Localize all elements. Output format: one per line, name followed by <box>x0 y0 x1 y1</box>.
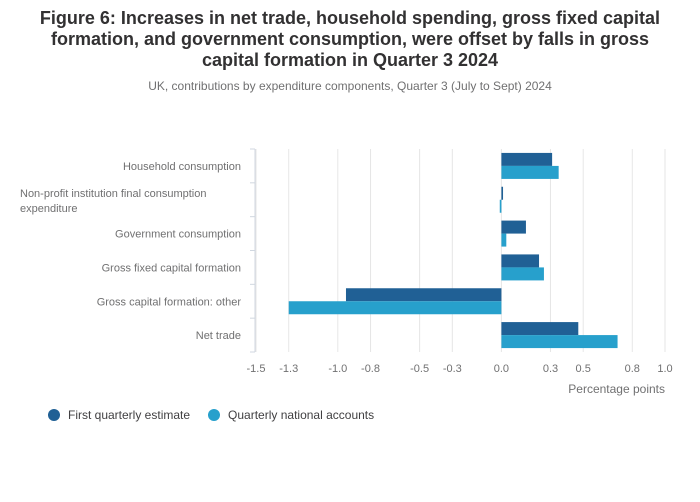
bar-first-estimate <box>501 152 553 166</box>
chart-subtitle: UK, contributions by expenditure compone… <box>148 79 552 93</box>
legend-label-quarterly-accounts: Quarterly national accounts <box>228 408 375 422</box>
category-label: Non-profit institution final consumption… <box>20 188 206 215</box>
bar-chart: Household consumption Non-profit institut… <box>20 148 673 396</box>
x-tick-label: -1.0 <box>328 363 347 375</box>
category-label: Gross fixed capital formation <box>102 262 241 274</box>
x-tick-label: -0.8 <box>361 363 380 375</box>
bar-first-estimate <box>501 254 540 268</box>
x-tick-label: 0.5 <box>576 363 591 375</box>
legend-swatch-first-estimate <box>48 409 60 421</box>
x-tick-label: -1.3 <box>279 363 298 375</box>
x-axis-title: Percentage points <box>568 382 665 396</box>
bar-first-estimate <box>345 288 502 302</box>
bar-first-estimate <box>501 186 504 200</box>
category-label: Net trade <box>196 330 241 342</box>
legend-item-first-estimate[interactable]: First quarterly estimate <box>48 408 190 422</box>
x-tick-label: -0.5 <box>410 363 429 375</box>
bar-quarterly-accounts <box>501 233 507 247</box>
category-label: Household consumption <box>123 161 241 173</box>
legend-swatch-quarterly-accounts <box>208 409 221 421</box>
bar-first-estimate <box>501 220 526 234</box>
category-label: Gross capital formation: other <box>97 296 242 308</box>
bar-quarterly-accounts <box>499 199 502 213</box>
bar-first-estimate <box>501 322 579 336</box>
bar-quarterly-accounts <box>501 267 544 281</box>
legend: First quarterly estimate Quarterly natio… <box>48 408 392 422</box>
x-tick-label: -0.3 <box>443 363 462 375</box>
x-tick-label: 0.3 <box>543 363 558 375</box>
bar-quarterly-accounts <box>501 335 618 349</box>
bar-quarterly-accounts <box>288 301 502 315</box>
category-label: Government consumption <box>115 229 241 241</box>
x-tick-label: 0.8 <box>625 363 640 375</box>
legend-item-quarterly-accounts[interactable]: Quarterly national accounts <box>208 408 374 422</box>
x-tick-label: 0.0 <box>494 363 509 375</box>
chart-title: Figure 6: Increases in net trade, househ… <box>39 8 661 70</box>
x-tick-label: -1.5 <box>247 363 266 375</box>
legend-label-first-estimate: First quarterly estimate <box>68 408 191 422</box>
x-tick-label: 1.0 <box>657 363 672 375</box>
bar-quarterly-accounts <box>501 165 559 179</box>
